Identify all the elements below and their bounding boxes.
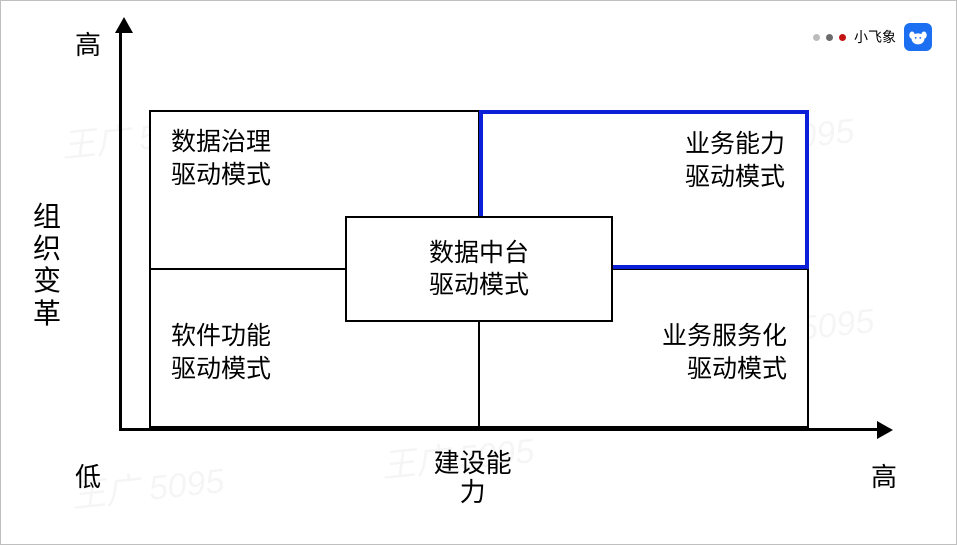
center-label-line1: 数据中台 [429, 237, 529, 270]
quadrant-label-line2: 驱动模式 [171, 159, 458, 192]
quadrant-label-line2: 驱动模式 [171, 353, 458, 386]
quadrant-label-line1: 软件功能 [171, 320, 458, 353]
center-label-line2: 驱动模式 [429, 269, 529, 302]
x-axis-title: 建设能力 [431, 449, 514, 506]
x-axis-high-label: 高 [871, 457, 897, 494]
logo-icon [904, 23, 932, 51]
quadrant-label-line1: 业务能力 [503, 128, 785, 161]
y-axis [119, 31, 122, 431]
quadrant-label-line2: 驱动模式 [500, 353, 787, 386]
quadrant-grid: 数据治理 驱动模式 业务能力 驱动模式 软件功能 驱动模式 业务服务化 驱动模式… [149, 110, 809, 428]
center-box: 数据中台 驱动模式 [345, 216, 613, 322]
arrow-up-icon [115, 17, 133, 33]
x-axis [119, 428, 879, 431]
quadrant-label-line2: 驱动模式 [503, 161, 785, 194]
quadrant-diagram: 数据治理 驱动模式 业务能力 驱动模式 软件功能 驱动模式 业务服务化 驱动模式… [119, 31, 879, 431]
y-axis-title: 组织变革 [33, 201, 64, 330]
quadrant-label-line1: 业务服务化 [500, 320, 787, 353]
arrow-right-icon [877, 421, 893, 439]
quadrant-label-line1: 数据治理 [171, 126, 458, 159]
y-axis-low-label: 低 [75, 457, 101, 494]
y-axis-high-label: 高 [75, 25, 101, 62]
